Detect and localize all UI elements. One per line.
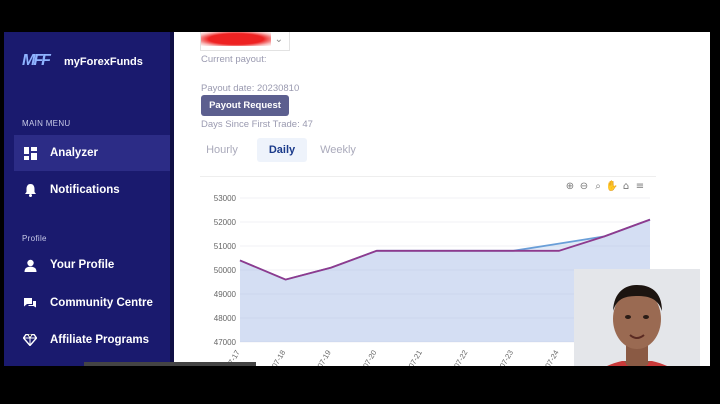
y-tick-label: 51000: [214, 242, 237, 251]
y-tick-label: 47000: [214, 338, 237, 347]
y-tick-label: 50000: [214, 266, 237, 275]
y-tick-label: 49000: [214, 290, 237, 299]
x-tick-label: 2023-07-22: [443, 349, 470, 367]
pan-icon[interactable]: ✋: [606, 179, 618, 192]
x-tick-label: 2023-07-19: [306, 349, 333, 367]
zoom-in-icon[interactable]: ⊕: [566, 181, 574, 192]
x-tick-label: 2023-07-24: [534, 349, 561, 367]
sidebar-item-label: Your Profile: [50, 259, 115, 271]
profile-section-label: Profile: [22, 234, 47, 243]
x-tick-label: 2023-07-23: [488, 349, 515, 367]
zoom-out-icon[interactable]: ⊖: [580, 181, 588, 192]
x-tick-label: 2023-07-20: [351, 349, 378, 367]
sidebar-item-notifications[interactable]: Notifications: [14, 172, 170, 208]
home-icon[interactable]: ⌂: [623, 181, 629, 192]
sidebar-item-label: Community Centre: [50, 297, 153, 309]
sidebar-item-your-profile[interactable]: Your Profile: [14, 247, 170, 283]
series-line: [239, 218, 651, 281]
account-select[interactable]: ⌄: [200, 32, 290, 51]
sidebar-divider: [170, 32, 174, 366]
sidebar-item-community-centre[interactable]: Community Centre: [14, 285, 170, 321]
y-tick-label: 52000: [214, 218, 237, 227]
brand-name: myForexFunds: [64, 56, 143, 68]
tab-weekly[interactable]: Weekly: [320, 144, 356, 156]
grid-icon: [22, 145, 38, 161]
days-since-first-trade: Days Since First Trade: 47: [201, 119, 313, 130]
sidebar: MFF myForexFunds MAIN MENU Analyzer Noti…: [4, 32, 170, 366]
user-icon: [22, 257, 38, 273]
redacted-account-name: [201, 32, 271, 46]
sidebar-item-label: Affiliate Programs: [50, 334, 150, 346]
video-progress-bar[interactable]: [84, 362, 256, 366]
sidebar-item-label: Notifications: [50, 184, 120, 196]
chevron-down-icon: ⌄: [274, 34, 283, 45]
tabs-underline: [200, 176, 656, 177]
magnify-icon[interactable]: ⌕: [595, 181, 601, 192]
brand-logo[interactable]: MFF myForexFunds: [22, 52, 143, 72]
chat-icon: [22, 295, 38, 311]
balance-chart: 53000 52000 51000 50000 49000 48000 47000 2023-…: [214, 179, 652, 367]
tab-hourly[interactable]: Hourly: [206, 144, 238, 156]
brand-mark: MFF: [22, 52, 51, 69]
payout-request-button[interactable]: Payout Request: [201, 95, 289, 116]
x-tick-label: 2023-07-18: [260, 349, 287, 367]
person-photo: [574, 269, 700, 366]
payout-date: Payout date: 20230810: [201, 83, 300, 94]
webcam-overlay: [574, 269, 700, 366]
series-area: [240, 219, 650, 342]
diamond-icon: [22, 332, 38, 348]
tab-daily[interactable]: Daily: [257, 138, 307, 162]
app-frame: MFF myForexFunds MAIN MENU Analyzer Noti…: [4, 32, 710, 366]
x-tick-label: 2023-07-21: [397, 349, 424, 367]
sidebar-item-affiliate-programs[interactable]: Affiliate Programs: [14, 322, 170, 358]
y-tick-label: 53000: [214, 194, 237, 203]
y-tick-label: 48000: [214, 314, 237, 323]
main-content: ⌄ Current payout: Payout date: 20230810 …: [170, 32, 710, 366]
sidebar-item-label: Analyzer: [50, 147, 98, 159]
menu-icon[interactable]: ≡: [636, 181, 644, 192]
current-payout-label: Current payout:: [201, 54, 267, 65]
bell-icon: [22, 182, 38, 198]
main-menu-label: MAIN MENU: [22, 119, 71, 128]
sidebar-item-analyzer[interactable]: Analyzer: [14, 135, 170, 171]
